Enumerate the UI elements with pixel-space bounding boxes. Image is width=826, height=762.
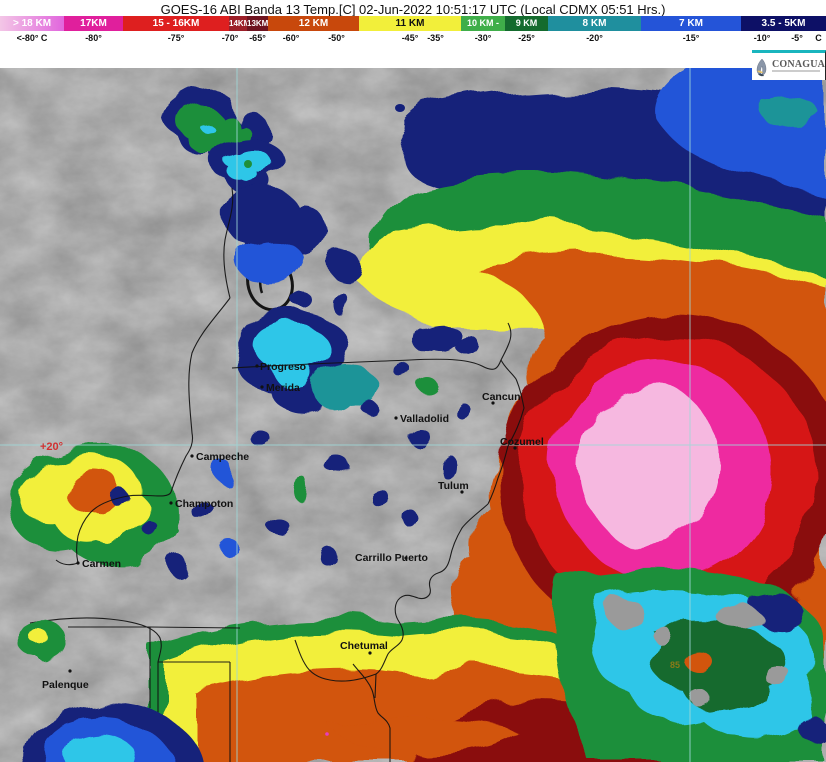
svg-text:Merida: Merida bbox=[266, 382, 300, 394]
svg-text:Cozumel: Cozumel bbox=[500, 436, 544, 448]
svg-text:Champoton: Champoton bbox=[175, 498, 233, 510]
svg-text:Cancun: Cancun bbox=[482, 391, 521, 403]
svg-text:Campeche: Campeche bbox=[196, 451, 249, 463]
svg-text:Valladolid: Valladolid bbox=[400, 413, 449, 425]
svg-text:Progreso: Progreso bbox=[260, 361, 306, 373]
svg-text:85: 85 bbox=[670, 660, 680, 670]
svg-text:+20°: +20° bbox=[40, 441, 63, 453]
svg-text:Tulum: Tulum bbox=[438, 480, 469, 492]
svg-text:Carmen: Carmen bbox=[82, 558, 121, 570]
svg-text:Palenque: Palenque bbox=[42, 679, 89, 691]
svg-text:Carrillo Puerto: Carrillo Puerto bbox=[355, 552, 428, 564]
svg-text:Chetumal: Chetumal bbox=[340, 640, 388, 652]
